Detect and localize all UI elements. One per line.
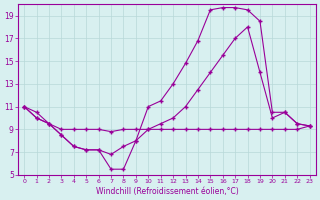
X-axis label: Windchill (Refroidissement éolien,°C): Windchill (Refroidissement éolien,°C) — [96, 187, 238, 196]
